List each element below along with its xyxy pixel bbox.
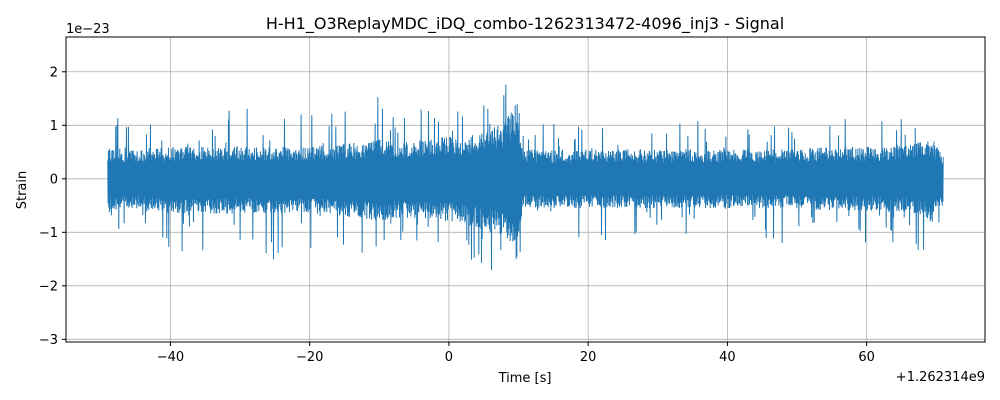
plot-frame [65,36,986,343]
x-tick-label: 40 [719,350,736,365]
y-tick-label: −1 [39,226,58,241]
signal-series [107,84,944,271]
x-tick-label: 60 [858,350,875,365]
y-axis-ticks: −3 −2 −1 0 1 2 [39,65,66,348]
y-scale-label: 1e−23 [66,22,110,37]
x-tick-label: −40 [157,350,184,365]
signal-trace [107,84,944,271]
x-tick-label: 0 [445,350,453,365]
y-tick-label: 1 [50,119,58,134]
grid [66,37,985,342]
chart-title: H-H1_O3ReplayMDC_iDQ_combo-1262313472-40… [266,14,784,34]
y-axis-label: Strain [15,171,30,210]
x-axis-ticks: −40 −20 0 20 40 60 [157,342,875,365]
y-tick-label: −2 [39,279,58,294]
x-tick-label: 20 [580,350,597,365]
y-tick-label: −3 [39,333,58,348]
x-axis-label: Time [s] [498,371,552,386]
y-tick-label: 0 [50,172,58,187]
y-tick-label: 2 [50,65,58,80]
x-tick-label: −20 [296,350,323,365]
x-offset-label: +1.262314e9 [896,370,985,385]
